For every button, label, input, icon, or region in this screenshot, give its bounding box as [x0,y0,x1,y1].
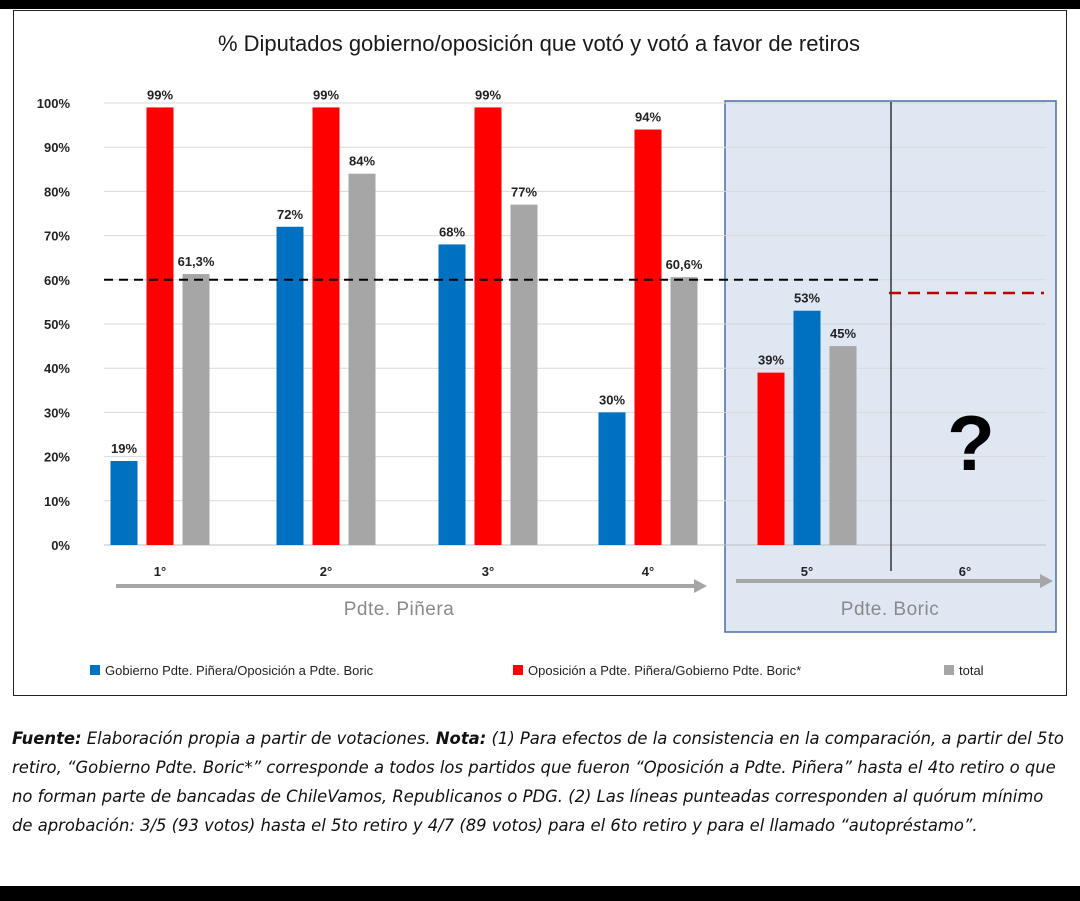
bar-value-label: 84% [349,154,375,169]
legend-label: total [959,663,984,678]
legend-swatch [90,665,100,675]
bar-value-label: 72% [277,207,303,222]
x-category-label: 3° [482,564,494,579]
group-arrow-head [1040,574,1053,588]
y-tick-label: 50% [44,317,70,332]
bottom-border-bar [0,886,1080,901]
bar [182,274,210,545]
legend-label: Oposición a Pdte. Piñera/Gobierno Pdte. … [528,663,801,678]
bar-value-label: 68% [439,224,465,239]
legend-swatch [513,665,523,675]
y-tick-label: 30% [44,405,70,420]
y-tick-label: 60% [44,273,70,288]
unknown-question-mark: ? [947,399,995,487]
bar-value-label: 99% [475,87,501,102]
caption-fuente-text: Elaboración propia a partir de votacione… [81,729,436,748]
bar [348,173,376,545]
y-tick-label: 100% [37,96,71,111]
bar [110,461,138,545]
bar [312,107,340,546]
y-tick-label: 20% [44,450,70,465]
x-category-label: 1° [154,564,166,579]
bar-value-label: 99% [147,87,173,102]
x-category-label: 6° [959,564,971,579]
group-arrow-head [694,579,707,593]
bar-value-label: 19% [111,441,137,456]
caption-note: Fuente: Elaboración propia a partir de v… [12,724,1068,840]
chart-frame: 0% 10% 20% 30% 40% 50% 60% 70% 80% 90% 100% 19% 99% 6… [13,10,1067,696]
bar-value-label: 30% [599,392,625,407]
bar-value-label: 94% [635,110,661,125]
y-tick-label: 10% [44,494,70,509]
y-tick-label: 80% [44,184,70,199]
bar [474,107,502,546]
bar-value-label: 53% [794,291,820,306]
bar [510,204,538,545]
bar-value-label: 99% [313,87,339,102]
bar [634,129,662,545]
y-tick-label: 40% [44,361,70,376]
chart-title: % Diputados gobierno/oposición que votó … [218,31,860,56]
x-category-label: 2° [320,564,332,579]
bar-value-label: 77% [511,185,537,200]
bar-value-label: 39% [758,353,784,368]
x-category-label: 4° [642,564,654,579]
y-tick-label: 70% [44,229,70,244]
bar-value-label: 60,6% [666,257,703,272]
bar-value-label: 61,3% [178,254,215,269]
bar [438,244,466,545]
x-category-label: 5° [801,564,813,579]
bar [146,107,174,546]
y-tick-label: 0% [51,538,70,553]
top-border-bar [0,0,1080,9]
bar [670,277,698,545]
bar-value-label: 45% [830,326,856,341]
chart-svg: 0% 10% 20% 30% 40% 50% 60% 70% 80% 90% 100% 19% 99% 6… [37,31,1057,678]
group-label-boric: Pdte. Boric [841,599,939,620]
bar [276,226,304,545]
group-label-pinera: Pdte. Piñera [344,599,455,620]
caption-nota-text: (1) Para efectos de la consistencia en l… [12,729,1064,835]
y-tick-label: 90% [44,140,70,155]
bar [757,372,785,545]
caption-nota-label: Nota: [435,729,487,748]
bar [793,310,821,545]
caption-fuente-label: Fuente: [12,729,82,748]
bar [829,346,857,545]
bar [598,412,626,545]
legend-label: Gobierno Pdte. Piñera/Oposición a Pdte. … [105,663,374,678]
legend-swatch [944,665,954,675]
